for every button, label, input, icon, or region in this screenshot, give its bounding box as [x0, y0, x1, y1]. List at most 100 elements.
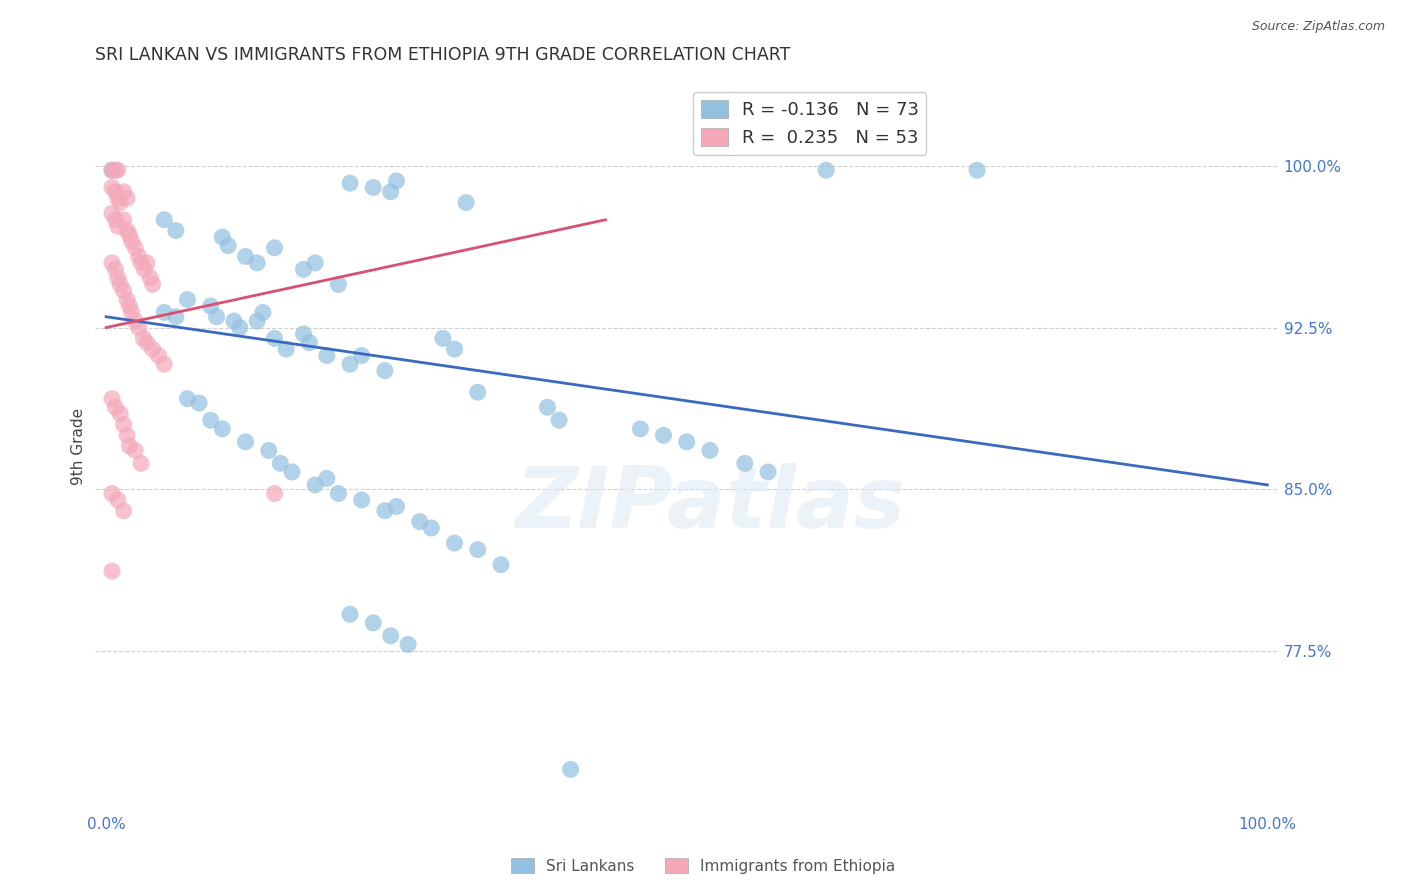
- Point: [281, 465, 304, 479]
- Text: Source: ZipAtlas.com: Source: ZipAtlas.com: [1251, 20, 1385, 33]
- Point: [104, 185, 127, 199]
- Point: [135, 335, 157, 350]
- Point: [101, 564, 124, 578]
- Point: [211, 422, 233, 436]
- Point: [756, 465, 779, 479]
- Point: [118, 227, 141, 242]
- Point: [104, 163, 127, 178]
- Y-axis label: 9th Grade: 9th Grade: [72, 408, 86, 484]
- Point: [380, 629, 402, 643]
- Point: [350, 349, 373, 363]
- Point: [121, 235, 143, 249]
- Point: [107, 219, 129, 234]
- Point: [339, 176, 361, 190]
- Point: [128, 249, 150, 263]
- Point: [361, 615, 384, 630]
- Point: [292, 262, 315, 277]
- Point: [420, 521, 443, 535]
- Point: [408, 515, 430, 529]
- Point: [107, 191, 129, 205]
- Point: [176, 293, 198, 307]
- Point: [257, 443, 280, 458]
- Point: [536, 401, 558, 415]
- Point: [560, 763, 582, 777]
- Point: [134, 262, 156, 277]
- Point: [132, 331, 155, 345]
- Point: [432, 331, 454, 345]
- Point: [298, 335, 321, 350]
- Point: [112, 504, 135, 518]
- Point: [115, 191, 138, 205]
- Point: [675, 434, 697, 449]
- Point: [246, 256, 269, 270]
- Point: [108, 407, 131, 421]
- Point: [396, 637, 419, 651]
- Point: [165, 310, 187, 324]
- Point: [121, 305, 143, 319]
- Point: [107, 271, 129, 285]
- Point: [128, 320, 150, 334]
- Point: [153, 305, 176, 319]
- Point: [246, 314, 269, 328]
- Point: [443, 342, 465, 356]
- Point: [129, 256, 152, 270]
- Point: [112, 417, 135, 432]
- Point: [205, 310, 228, 324]
- Point: [263, 486, 285, 500]
- Point: [304, 256, 326, 270]
- Point: [139, 271, 162, 285]
- Point: [165, 223, 187, 237]
- Point: [489, 558, 512, 572]
- Point: [118, 439, 141, 453]
- Point: [252, 305, 274, 319]
- Text: SRI LANKAN VS IMMIGRANTS FROM ETHIOPIA 9TH GRADE CORRELATION CHART: SRI LANKAN VS IMMIGRANTS FROM ETHIOPIA 9…: [94, 46, 790, 64]
- Point: [104, 401, 127, 415]
- Point: [443, 536, 465, 550]
- Point: [124, 314, 146, 328]
- Point: [188, 396, 211, 410]
- Point: [339, 357, 361, 371]
- Point: [374, 504, 396, 518]
- Point: [101, 256, 124, 270]
- Point: [385, 174, 408, 188]
- Point: [263, 241, 285, 255]
- Point: [142, 277, 165, 292]
- Point: [456, 195, 478, 210]
- Point: [115, 428, 138, 442]
- Point: [699, 443, 721, 458]
- Point: [315, 349, 337, 363]
- Point: [304, 478, 326, 492]
- Point: [101, 206, 124, 220]
- Point: [176, 392, 198, 406]
- Point: [467, 385, 489, 400]
- Point: [217, 238, 239, 252]
- Point: [269, 456, 291, 470]
- Point: [374, 364, 396, 378]
- Point: [101, 163, 124, 178]
- Point: [135, 256, 157, 270]
- Point: [328, 486, 350, 500]
- Point: [124, 241, 146, 255]
- Point: [107, 163, 129, 178]
- Point: [124, 443, 146, 458]
- Point: [211, 230, 233, 244]
- Point: [652, 428, 675, 442]
- Legend: Sri Lankans, Immigrants from Ethiopia: Sri Lankans, Immigrants from Ethiopia: [505, 852, 901, 880]
- Point: [129, 456, 152, 470]
- Point: [380, 185, 402, 199]
- Point: [235, 249, 257, 263]
- Point: [104, 212, 127, 227]
- Text: ZIPatlas: ZIPatlas: [516, 463, 905, 546]
- Point: [112, 284, 135, 298]
- Point: [108, 195, 131, 210]
- Point: [142, 342, 165, 356]
- Point: [148, 349, 170, 363]
- Point: [467, 542, 489, 557]
- Point: [153, 357, 176, 371]
- Point: [548, 413, 571, 427]
- Point: [101, 486, 124, 500]
- Point: [235, 434, 257, 449]
- Point: [115, 223, 138, 237]
- Point: [228, 320, 250, 334]
- Point: [628, 422, 651, 436]
